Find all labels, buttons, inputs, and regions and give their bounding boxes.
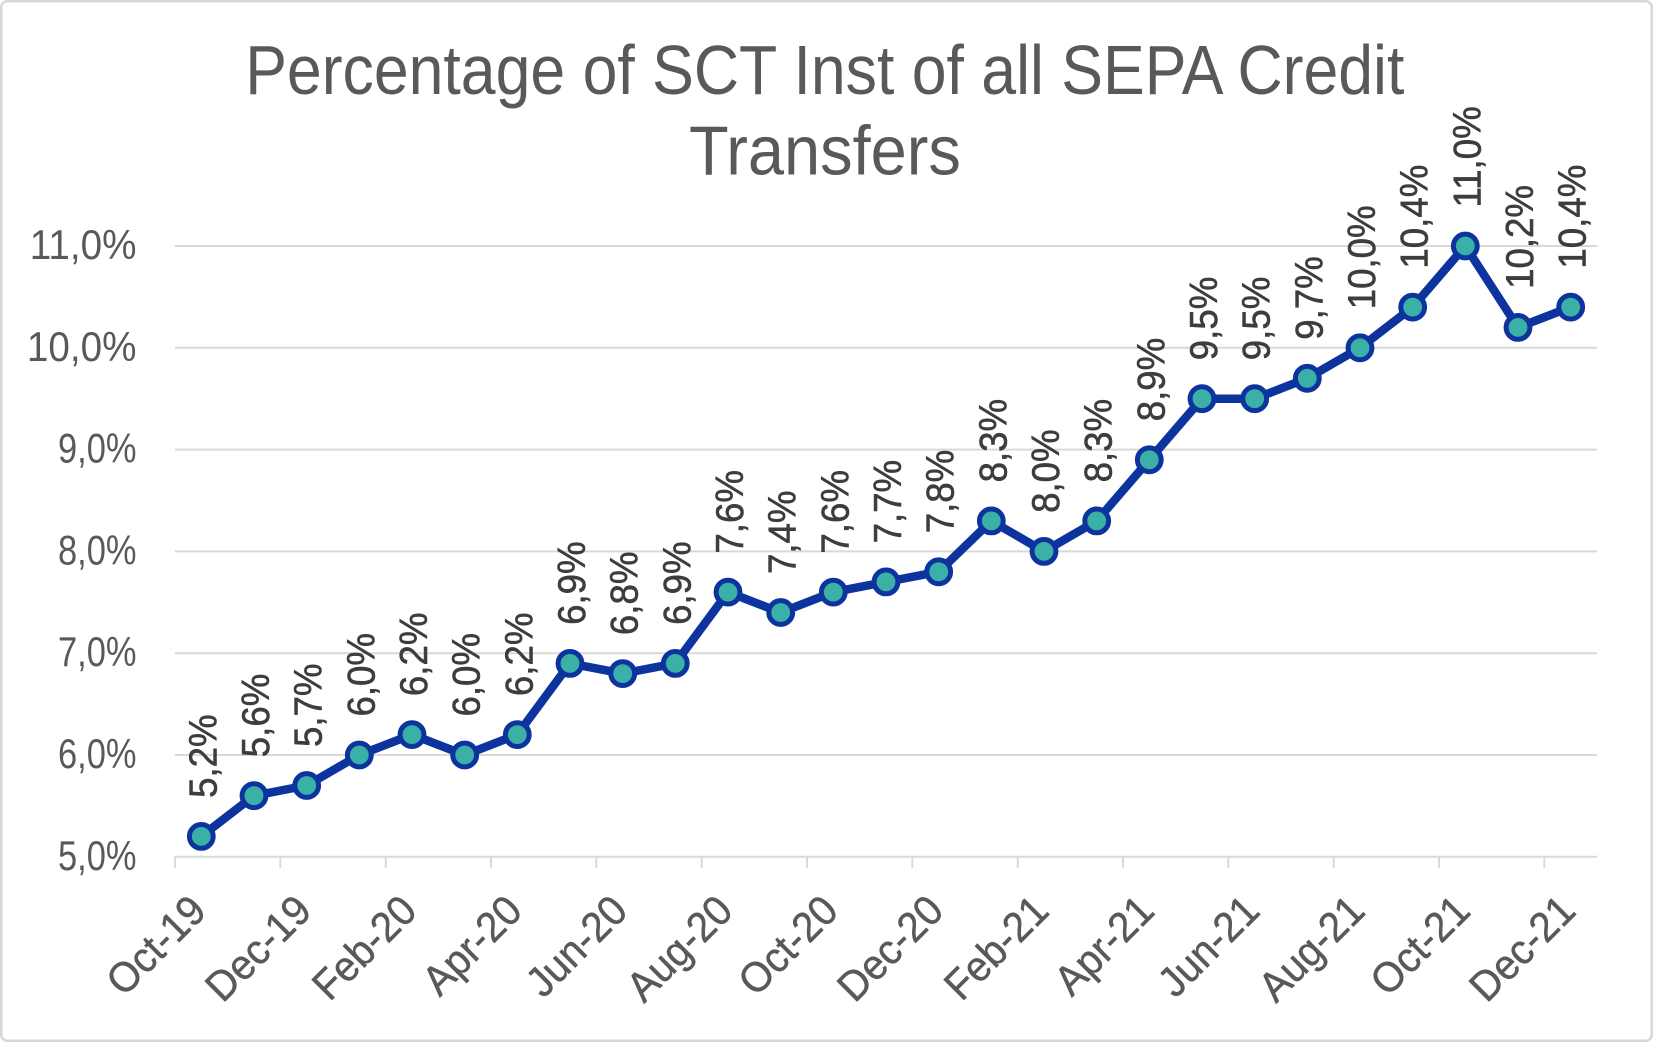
svg-text:11,0%: 11,0% bbox=[1446, 106, 1489, 207]
svg-text:8,9%: 8,9% bbox=[1130, 338, 1173, 422]
svg-text:11,0%: 11,0% bbox=[30, 220, 137, 268]
svg-text:8,3%: 8,3% bbox=[972, 399, 1015, 483]
svg-text:6,0%: 6,0% bbox=[340, 633, 383, 717]
svg-text:7,7%: 7,7% bbox=[867, 460, 910, 544]
svg-text:7,6%: 7,6% bbox=[709, 470, 752, 554]
svg-text:6,9%: 6,9% bbox=[656, 541, 699, 625]
svg-text:5,6%: 5,6% bbox=[235, 674, 278, 758]
svg-text:10,2%: 10,2% bbox=[1499, 185, 1542, 289]
svg-text:6,2%: 6,2% bbox=[393, 613, 436, 697]
svg-text:7,0%: 7,0% bbox=[58, 629, 136, 676]
svg-text:6,0%: 6,0% bbox=[446, 633, 489, 717]
svg-text:10,4%: 10,4% bbox=[1394, 165, 1437, 269]
svg-text:5,7%: 5,7% bbox=[288, 663, 331, 747]
svg-text:Transfers: Transfers bbox=[689, 112, 961, 190]
svg-text:7,8%: 7,8% bbox=[920, 450, 963, 534]
svg-text:8,3%: 8,3% bbox=[1078, 399, 1121, 483]
svg-text:Percentage of SCT Inst of all: Percentage of SCT Inst of all SEPA Credi… bbox=[245, 32, 1404, 110]
svg-text:9,0%: 9,0% bbox=[58, 425, 136, 472]
svg-text:10,0%: 10,0% bbox=[27, 322, 137, 370]
svg-text:6,9%: 6,9% bbox=[551, 541, 594, 625]
svg-text:10,0%: 10,0% bbox=[1341, 205, 1384, 309]
svg-text:6,0%: 6,0% bbox=[58, 731, 136, 778]
svg-text:5,0%: 5,0% bbox=[58, 833, 136, 880]
svg-text:6,2%: 6,2% bbox=[498, 613, 541, 697]
svg-text:8,0%: 8,0% bbox=[1025, 429, 1068, 513]
svg-text:10,4%: 10,4% bbox=[1552, 165, 1595, 269]
svg-text:8,0%: 8,0% bbox=[58, 527, 136, 574]
svg-text:9,5%: 9,5% bbox=[1236, 277, 1279, 361]
svg-text:7,4%: 7,4% bbox=[762, 490, 805, 574]
svg-text:9,7%: 9,7% bbox=[1288, 256, 1331, 340]
svg-text:5,2%: 5,2% bbox=[182, 714, 225, 798]
svg-text:6,8%: 6,8% bbox=[604, 552, 647, 636]
svg-text:9,5%: 9,5% bbox=[1183, 277, 1226, 361]
svg-text:7,6%: 7,6% bbox=[814, 470, 857, 554]
